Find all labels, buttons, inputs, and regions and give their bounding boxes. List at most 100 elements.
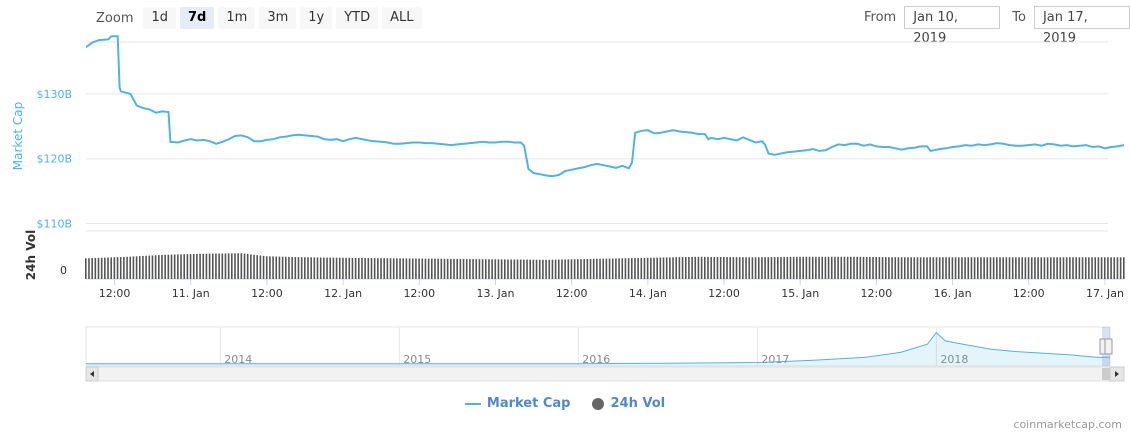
volume-bar <box>846 256 849 279</box>
scrollbar-thumb <box>1102 368 1110 380</box>
volume-bar <box>161 254 163 279</box>
volume-bar <box>789 256 792 279</box>
navigator-area <box>86 332 1110 366</box>
volume-bar <box>773 257 776 279</box>
volume-bar <box>621 258 624 279</box>
volume-bar <box>465 259 468 279</box>
volume-bar <box>199 253 201 279</box>
from-date-input[interactable]: Jan 10, 2019 <box>904 6 1001 46</box>
volume-bar <box>523 259 525 279</box>
volume-bar <box>675 257 678 279</box>
volume-bar <box>256 255 259 279</box>
scrollbar[interactable] <box>85 366 1125 382</box>
zoom-1y-button[interactable]: 1y <box>300 7 333 29</box>
volume-bar <box>237 253 239 279</box>
volume-bar <box>1097 257 1100 279</box>
volume-bar <box>761 257 763 279</box>
volume-bar <box>170 254 173 279</box>
volume-bar <box>275 256 278 279</box>
volume-bar <box>123 256 125 279</box>
volume-bar <box>1088 257 1090 279</box>
zoom-3m-button[interactable]: 3m <box>259 7 297 29</box>
volume-bar <box>586 258 589 279</box>
from-label: From <box>864 10 897 25</box>
volume-bar <box>177 254 179 279</box>
volume-bar <box>116 257 119 279</box>
volume-bar <box>424 258 427 279</box>
volume-bar <box>1103 257 1106 279</box>
volume-bar <box>938 257 941 279</box>
volume-bar <box>538 259 541 279</box>
volume-bar <box>583 259 585 279</box>
volume-bar <box>300 257 303 279</box>
volume-bar <box>580 259 582 279</box>
volume-bar <box>1078 257 1081 279</box>
legend-item-market-cap[interactable]: Market Cap <box>464 396 570 411</box>
volume-bar <box>408 258 411 279</box>
zoom-ytd-button[interactable]: YTD <box>336 7 379 29</box>
volume-bar <box>980 257 982 279</box>
volume-bar <box>1011 257 1014 279</box>
volume-bar <box>637 257 639 279</box>
x-tick-label: 12:00 <box>99 287 131 300</box>
legend-label: 24h Vol <box>610 396 666 411</box>
volume-bar <box>694 256 697 279</box>
date-range: From Jan 10, 2019 To Jan 17, 2019 <box>864 6 1130 46</box>
volume-bar <box>615 258 617 279</box>
volume-bar <box>243 253 246 279</box>
volume-bar <box>272 256 274 279</box>
volume-bar <box>392 258 395 279</box>
navigator-year-label: 2014 <box>224 353 252 366</box>
volume-bar <box>1034 257 1036 279</box>
volume-bar <box>1002 257 1004 279</box>
volume-bar <box>1069 257 1071 279</box>
zoom-all-button[interactable]: ALL <box>382 7 422 29</box>
volume-bar <box>834 256 836 279</box>
zoom-1m-button[interactable]: 1m <box>218 7 256 29</box>
volume-bar <box>154 255 157 279</box>
volume-bar <box>459 258 462 279</box>
volume-bar <box>472 259 474 279</box>
to-label: To <box>1012 10 1026 25</box>
volume-bar <box>919 257 922 279</box>
volume-bar <box>142 255 144 279</box>
volume-bar <box>145 255 147 279</box>
volume-bar <box>1119 257 1122 279</box>
x-tick-label: 12:00 <box>403 287 435 300</box>
volume-bar <box>723 257 725 279</box>
volume-bar <box>1015 257 1017 279</box>
legend-item-24h-vol[interactable]: 24h Vol <box>592 396 665 411</box>
volume-bar <box>796 256 798 279</box>
x-tick-label: 12:00 <box>1013 287 1045 300</box>
volume-bar <box>792 256 795 279</box>
volume-bar <box>669 257 671 279</box>
volume-bar <box>599 258 601 279</box>
volume-bar <box>481 259 484 279</box>
navigator[interactable]: 2014 2015 2016 2017 2018 <box>85 326 1113 367</box>
volume-bar <box>1043 257 1046 279</box>
volume-bar <box>786 256 789 279</box>
volume-bar <box>611 258 614 279</box>
volume-bar <box>1123 257 1125 279</box>
volume-bar <box>780 256 782 279</box>
volume-bar <box>396 258 398 279</box>
zoom-1d-button[interactable]: 1d <box>143 7 177 29</box>
volume-bar <box>589 258 592 279</box>
volume-bar <box>294 257 297 279</box>
volume-bar <box>167 254 170 279</box>
volume-bar <box>456 258 458 279</box>
zoom-7d-button[interactable]: 7d <box>180 7 215 29</box>
volume-bar <box>821 256 824 279</box>
volume-bar <box>932 257 935 279</box>
volume-bar <box>126 256 128 279</box>
volume-bar <box>218 253 220 279</box>
x-tick-label: 12. Jan <box>324 287 362 300</box>
volume-bar <box>853 256 855 279</box>
volume-bar <box>564 259 566 279</box>
volume-bar <box>1046 257 1049 279</box>
volume-bar <box>738 257 741 279</box>
volume-bar <box>370 258 373 279</box>
volume-bar <box>640 257 643 279</box>
volume-bar <box>415 258 417 279</box>
volume-bar <box>513 259 516 279</box>
